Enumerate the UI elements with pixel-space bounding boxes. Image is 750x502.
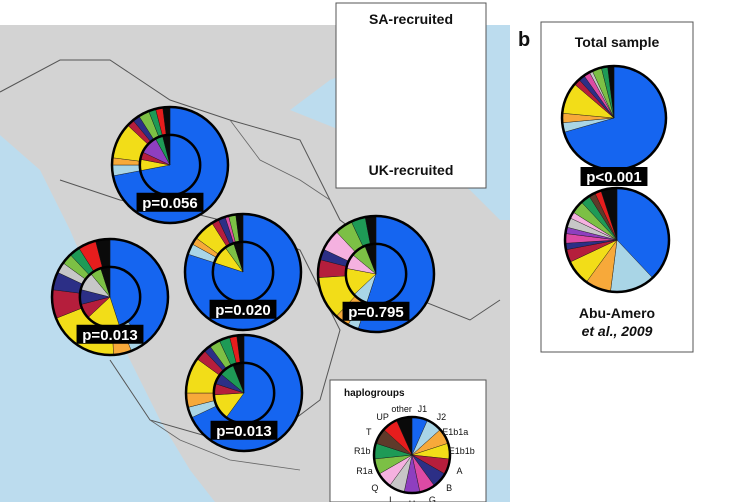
- pie-east-inner: [344, 242, 408, 306]
- red-sea: [0, 25, 215, 502]
- p-value-text: p<0.001: [586, 169, 641, 186]
- border-lines: [0, 59, 501, 321]
- p-value-label: p=0.056: [136, 192, 204, 212]
- p-value-text: p=0.795: [348, 304, 403, 321]
- abu-amero-caption-2: et al., 2009: [582, 323, 653, 339]
- p-value-text: p=0.013: [82, 327, 137, 344]
- pie-center-inner: [211, 240, 275, 304]
- p-value-label: p<0.001: [580, 167, 648, 186]
- p-value-bg: [76, 324, 144, 344]
- p-value-bg: [342, 301, 410, 321]
- pie-outline: [184, 333, 304, 453]
- pie-outline: [183, 212, 303, 332]
- legend-label-J1: J1: [418, 404, 428, 414]
- pie-outline: [563, 186, 671, 294]
- legend-label-UP: UP: [376, 412, 389, 422]
- inset-box: [335, 2, 487, 189]
- legend-label-R1b: R1b: [354, 446, 371, 456]
- legend-label-other: other: [391, 404, 412, 414]
- p-value-label: p=0.795: [342, 301, 410, 321]
- p-value-label: p=0.013: [76, 324, 144, 344]
- p-value-text: p=0.056: [142, 195, 197, 212]
- abu-amero-caption: Abu-Amero: [579, 305, 655, 321]
- legend-label-J2: J2: [437, 412, 447, 422]
- pie-south-inner: [212, 361, 276, 425]
- sa-recruited-label: SA-recruited: [369, 11, 453, 27]
- pie-outline: [372, 415, 452, 495]
- p-value-text: p=0.013: [216, 423, 271, 440]
- legend-label-L: L: [389, 495, 394, 502]
- legend-label-E1b1b: E1b1b: [449, 446, 475, 456]
- p-value-text: p=0.020: [215, 302, 270, 319]
- panel-b-letter: b: [518, 29, 530, 51]
- p-value-bg: [136, 192, 204, 212]
- p-value-bg: [210, 420, 278, 440]
- pie-north-inner: [138, 133, 202, 197]
- legend-title: haplogroups: [344, 388, 405, 399]
- pie-outline: [110, 105, 230, 225]
- legend-label-Q: Q: [371, 483, 378, 493]
- total-sample-title: Total sample: [575, 34, 660, 50]
- haplogroup-legend: haplogroups J1 J2 E1b1a E1b1b AB G H L Q R1a R1b TU…: [329, 379, 487, 502]
- p-value-bg: [209, 299, 277, 319]
- legend-label-H: H: [409, 499, 416, 502]
- legend-label-B: B: [446, 483, 452, 493]
- p-value-bg: [580, 167, 648, 186]
- region-lines-2: [149, 119, 331, 471]
- legend-label-R1a: R1a: [356, 466, 373, 476]
- pie-west-inner: [78, 265, 142, 329]
- recruitment-inset: SA-recruited UK-recruited: [335, 2, 487, 189]
- uk-recruited-label: UK-recruited: [369, 162, 454, 178]
- pie-abu-amero: [563, 186, 671, 294]
- legend-label-A: A: [457, 466, 463, 476]
- pie-outline: [316, 214, 436, 334]
- p-value-label: p=0.020: [209, 299, 277, 319]
- pie-total-sample: [560, 64, 668, 172]
- legend-label-T: T: [366, 427, 372, 437]
- legend-label-E1b1a: E1b1a: [442, 427, 468, 437]
- p-value-label: p=0.013: [210, 420, 278, 440]
- legend-pie: [372, 415, 452, 495]
- panel-b-pies: p<0.001: [560, 64, 671, 294]
- legend-label-G: G: [429, 495, 436, 502]
- pie-outline: [50, 237, 170, 357]
